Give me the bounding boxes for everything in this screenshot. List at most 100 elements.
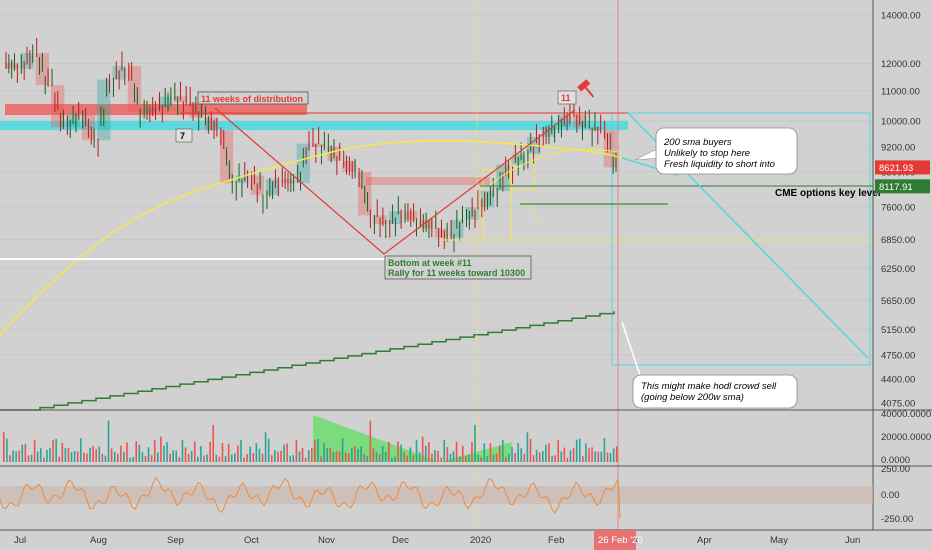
price-tick-9: 5650.00: [881, 296, 915, 307]
volume-bar: [560, 451, 563, 462]
volume-bar: [267, 438, 270, 462]
volume-bar: [366, 455, 369, 462]
price-tick-13: 4075.00: [881, 399, 915, 410]
volume-bar: [52, 439, 54, 462]
volume-bar: [209, 441, 211, 462]
volume-bar: [101, 453, 104, 462]
time-label-1: Aug: [90, 535, 107, 546]
volume-bar: [443, 439, 446, 462]
distribution-label: 11 weeks of distribution: [201, 94, 303, 104]
cme-level-label: CME options key level: [775, 188, 881, 199]
volume-bar: [264, 432, 267, 462]
volume-bar: [563, 447, 566, 462]
volume-bar: [554, 455, 556, 462]
volume-bar: [492, 454, 495, 462]
volume-bar: [206, 454, 208, 462]
volume-bar: [449, 453, 452, 462]
volume-bar: [381, 445, 384, 462]
price-tick-10: 5150.00: [881, 325, 915, 336]
osc-tick-0: 250.00: [881, 464, 910, 475]
uptrend-line: [383, 109, 576, 255]
volume-bar: [446, 447, 449, 462]
volume-bar: [615, 446, 618, 462]
volume-bar: [538, 452, 541, 462]
volume-wedge-down: [313, 415, 440, 462]
volume-bar: [338, 451, 341, 462]
volume-bar: [378, 454, 381, 462]
volume-bar: [193, 441, 196, 462]
volume-bar: [169, 453, 171, 462]
volume-bar: [394, 456, 396, 462]
volume-bar: [274, 450, 276, 462]
volume-bar: [424, 445, 427, 462]
volume-bar: [588, 448, 590, 462]
time-label-3: Oct: [244, 535, 259, 546]
volume-bar: [323, 443, 325, 462]
volume-bar: [314, 439, 316, 462]
volume-bar: [474, 424, 476, 462]
volume-bar: [252, 452, 255, 462]
volume-bar: [606, 452, 609, 462]
volume-bar: [258, 448, 261, 462]
bottom-label: Bottom at week #11: [388, 258, 472, 268]
volume-bar: [227, 443, 230, 462]
volume-bar: [357, 448, 359, 462]
volume-bar: [391, 457, 393, 462]
volume-bar: [113, 451, 116, 462]
volume-bar: [157, 452, 159, 462]
oscillator-band: [0, 486, 873, 504]
volume-bar: [86, 453, 88, 462]
volume-bar: [307, 450, 310, 462]
volume-bar: [434, 450, 436, 462]
callout-1-line-3: Fresh liquidity to short into: [664, 159, 775, 170]
oscillator-pane: [0, 476, 873, 519]
time-label-4: Nov: [318, 535, 335, 546]
volume-bar: [3, 432, 5, 462]
volume-bar: [400, 444, 402, 462]
volume-bar: [200, 446, 202, 462]
volume-bar: [388, 442, 390, 462]
volume-axis[interactable]: 40000.0000 20000.0000 0.0000: [881, 409, 931, 466]
volume-bar: [354, 446, 356, 462]
gridlines: [0, 14, 873, 404]
volume-bar: [317, 438, 319, 462]
volume-bar: [600, 451, 603, 462]
price-tick-4: 9200.00: [881, 142, 915, 153]
time-label-2: Sep: [167, 535, 184, 546]
volume-bar: [70, 452, 73, 462]
volume-bar: [344, 452, 347, 462]
price-tick-2: 11000.00: [881, 86, 920, 97]
volume-bar: [184, 447, 187, 462]
volume-bar: [301, 447, 304, 462]
red-small-zone: [366, 177, 490, 185]
volume-bar: [12, 450, 14, 462]
callout-2-line-2: (going below 200w sma): [641, 392, 744, 403]
volume-bar: [144, 456, 147, 462]
volume-bar: [58, 456, 61, 462]
volume-bar: [141, 452, 144, 462]
volume-bar: [495, 453, 498, 462]
volume-bar: [329, 447, 332, 462]
volume-bar: [311, 447, 313, 462]
volume-bar: [150, 455, 153, 462]
downtrend-line: [214, 107, 385, 255]
volume-bar: [230, 454, 233, 462]
volume-bar: [218, 456, 221, 462]
volume-bar: [489, 443, 492, 462]
price-tick-7: 6850.00: [881, 235, 915, 246]
volume-bar: [270, 455, 273, 462]
oscillator-axis[interactable]: 250.00 0.00 -250.00: [881, 464, 913, 525]
volume-bar: [221, 443, 224, 462]
time-label-11: Jun: [845, 535, 860, 546]
volume-bar: [332, 451, 335, 462]
volume-bar: [280, 450, 282, 462]
callout-pointer-2: [621, 321, 641, 376]
volume-bar: [578, 438, 581, 462]
volume-bar: [224, 456, 227, 462]
callout-1-line-2: Unlikely to stop here: [664, 148, 750, 159]
volume-bar: [73, 451, 76, 462]
price-tick-11: 4750.00: [881, 350, 915, 361]
time-axis[interactable]: JulAugSepOctNovDec2020FebMarAprMayJun: [14, 535, 860, 546]
price-tick-8: 6250.00: [881, 264, 915, 275]
